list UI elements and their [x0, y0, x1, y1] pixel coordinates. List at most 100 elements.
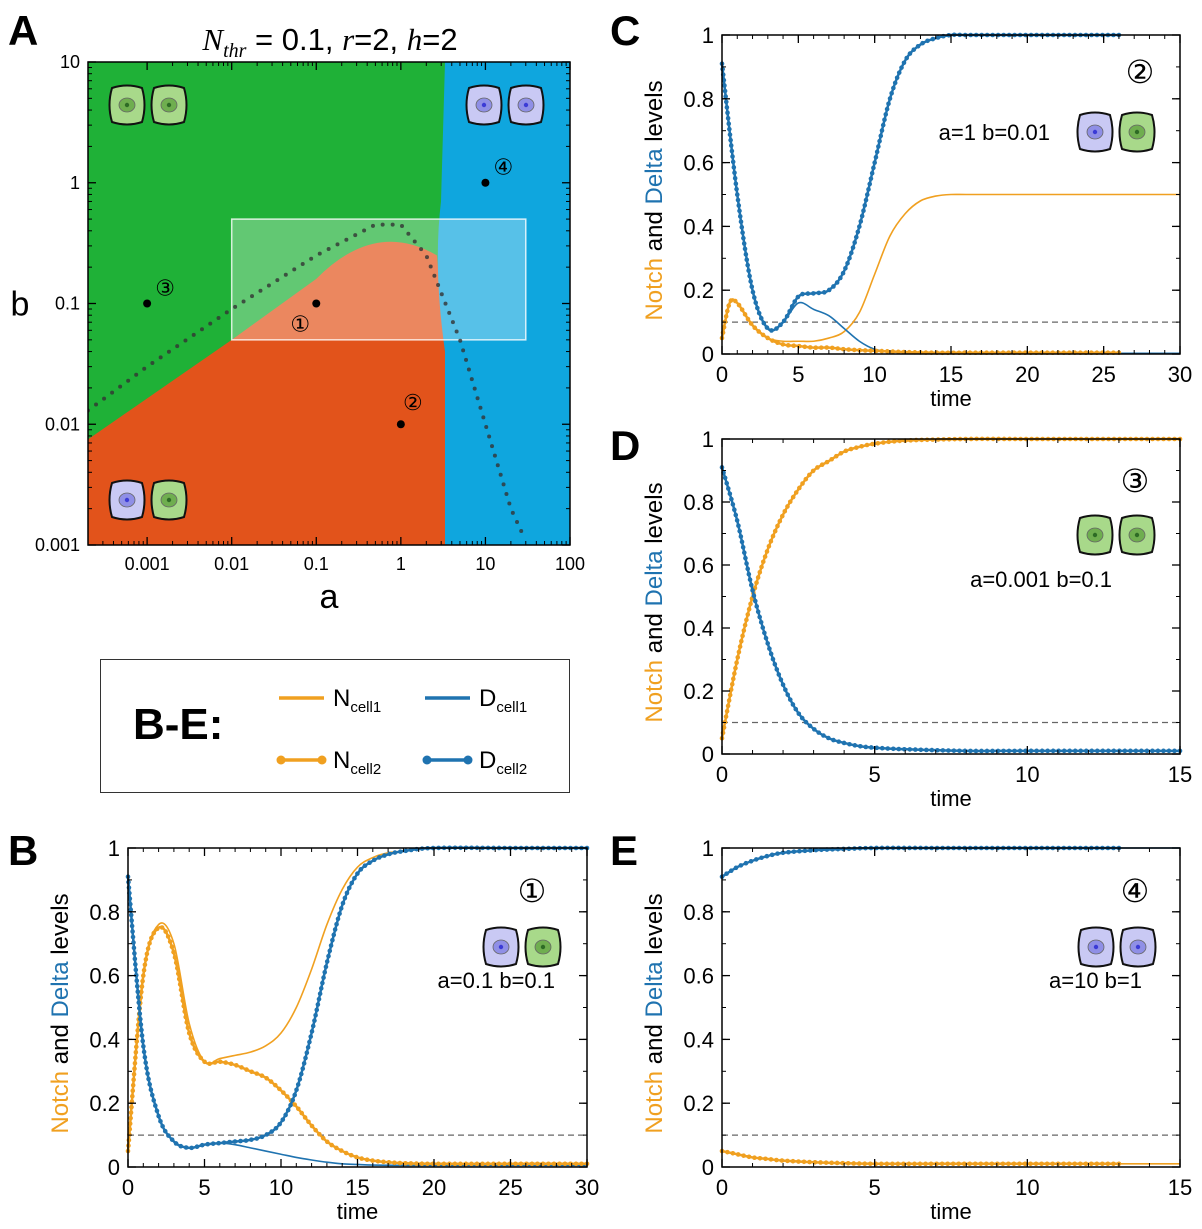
series-D_cell2-marker — [332, 927, 338, 932]
series-D_cell2-marker — [294, 1087, 299, 1093]
series-N_cell2-marker — [557, 1161, 562, 1167]
series-N_cell2-marker — [725, 703, 731, 709]
series-D_cell2-marker — [1155, 748, 1161, 754]
curve-dot — [439, 292, 444, 297]
series-D_cell2-marker — [899, 65, 904, 70]
series-D_cell2-marker — [750, 289, 756, 295]
series-D_cell2-marker — [732, 507, 737, 513]
y-tick-label: 0.2 — [683, 278, 714, 303]
series-N_cell2-marker — [130, 1093, 135, 1099]
series-N_cell2-marker — [134, 1039, 140, 1044]
y-tick-label: 0.6 — [683, 553, 714, 578]
series-N_cell2-marker — [441, 1161, 447, 1167]
series-D_cell2-marker — [904, 55, 910, 61]
series-N_cell2-marker — [793, 490, 799, 495]
series-N_cell2-marker — [777, 518, 783, 524]
series-D_cell2-marker — [764, 325, 770, 330]
series-D_cell2 — [720, 467, 1180, 753]
series-D_cell2-marker — [736, 523, 741, 529]
series-N_cell2-marker — [746, 1154, 752, 1160]
series-D_cell2-marker — [787, 697, 793, 702]
series-D_cell2-marker — [249, 1137, 254, 1142]
y-axis-label-part: Delta — [47, 961, 74, 1018]
series-D_cell2-marker — [183, 1145, 189, 1150]
series-N_cell2-marker — [752, 325, 758, 330]
series-D_cell2-marker — [797, 848, 802, 854]
series-D_cell2-marker — [1012, 748, 1017, 754]
series-N_cell2-marker — [772, 528, 778, 534]
series-D_cell2-marker — [979, 748, 984, 754]
cells-state-cell-1 — [1076, 514, 1114, 556]
y-tick-label: 0.8 — [683, 900, 714, 925]
curve-dot — [191, 332, 196, 337]
series-D_cell2-marker — [787, 308, 792, 314]
series-N_cell2-marker — [766, 544, 772, 549]
series-N_cell2-marker — [791, 343, 797, 348]
series-D_cell2-marker — [352, 875, 357, 881]
cell-nucleolus — [1092, 129, 1098, 135]
series-D_cell2-marker — [816, 290, 822, 296]
series-N_cell2-marker — [177, 982, 183, 987]
series-N_cell2-marker — [727, 692, 733, 698]
series-D_cell2-marker — [133, 973, 139, 978]
title-n: N — [201, 22, 225, 57]
series-D_cell2-marker — [755, 609, 761, 615]
series-D_cell2-marker — [902, 746, 907, 752]
curve-dot — [380, 222, 385, 227]
series-D_cell2-marker — [738, 534, 744, 539]
series-D_cell2-marker — [843, 265, 848, 271]
y-axis-label-part: and — [641, 606, 668, 659]
timecourse-chart-d: 0 5 10 15 0 0.2 0.4 0.6 0.8 1 time Notch and Delta … — [641, 427, 1192, 811]
series-D_cell2-marker — [144, 1065, 149, 1071]
series-D_cell2-marker — [907, 51, 913, 56]
series-N_cell2-marker — [348, 1152, 354, 1158]
series-D_cell2-marker — [741, 550, 747, 555]
series-N_cell2-marker — [775, 340, 780, 346]
series-N_cell2-marker — [884, 1161, 890, 1167]
curve-dot — [507, 501, 512, 506]
curve-dot — [406, 231, 411, 236]
series-D_cell2-marker — [901, 60, 907, 66]
series-N_cell2-marker — [529, 1161, 535, 1167]
series-N_cell2-marker — [491, 1161, 496, 1167]
series-N_cell2-marker — [834, 1160, 840, 1166]
series-N_cell2-marker — [833, 453, 839, 459]
series-D_cell2-marker — [896, 70, 902, 75]
curve-dot — [454, 329, 459, 334]
series-D_cell2-marker — [776, 672, 782, 677]
series-D_cell2-marker — [783, 687, 788, 693]
series-D_cell2-marker — [887, 96, 893, 101]
curve-dot — [495, 463, 500, 468]
y-axis-label-part: Delta — [641, 961, 668, 1018]
cells-state-cell-2 — [1118, 111, 1156, 153]
series-N_cell2-marker — [736, 649, 742, 655]
series-D_cell2-marker — [1106, 748, 1111, 754]
series-N_cell2-marker — [829, 1160, 834, 1166]
series-D_cell2-marker — [882, 117, 887, 123]
curve-dot — [183, 338, 188, 343]
series-D_cell1 — [721, 467, 1180, 752]
series-N_cell2-marker — [1050, 1161, 1055, 1167]
series-D_cell2-marker — [863, 744, 869, 750]
cell-nucleolus — [523, 102, 529, 108]
y-tick-label: 0.8 — [89, 900, 120, 925]
cell-nucleolus — [124, 497, 130, 503]
series-N_cell2-marker — [132, 1066, 137, 1072]
series-N_cell2-marker — [741, 1153, 746, 1158]
series-N_cell2-marker — [140, 973, 146, 978]
series-D_cell2-marker — [869, 170, 875, 176]
series-N_cell2-marker — [458, 1161, 463, 1167]
curve-dot — [142, 366, 147, 371]
series-N_cell2-marker — [934, 1161, 939, 1167]
param-label: a=0.1 b=0.1 — [438, 968, 555, 993]
series-N_cell2-marker — [721, 725, 727, 730]
cells-red-region-cell-1 — [108, 479, 146, 521]
legend-title: B-E: — [133, 700, 224, 749]
parameter-point — [143, 299, 152, 308]
series-N_cell2-marker — [924, 437, 930, 443]
point-label: ④ — [494, 155, 514, 180]
series-D_cell2-marker — [342, 895, 348, 901]
series-D_cell2-marker — [894, 75, 900, 81]
panel-letter-c: C — [610, 7, 641, 54]
series-N_cell2-marker — [755, 575, 761, 580]
